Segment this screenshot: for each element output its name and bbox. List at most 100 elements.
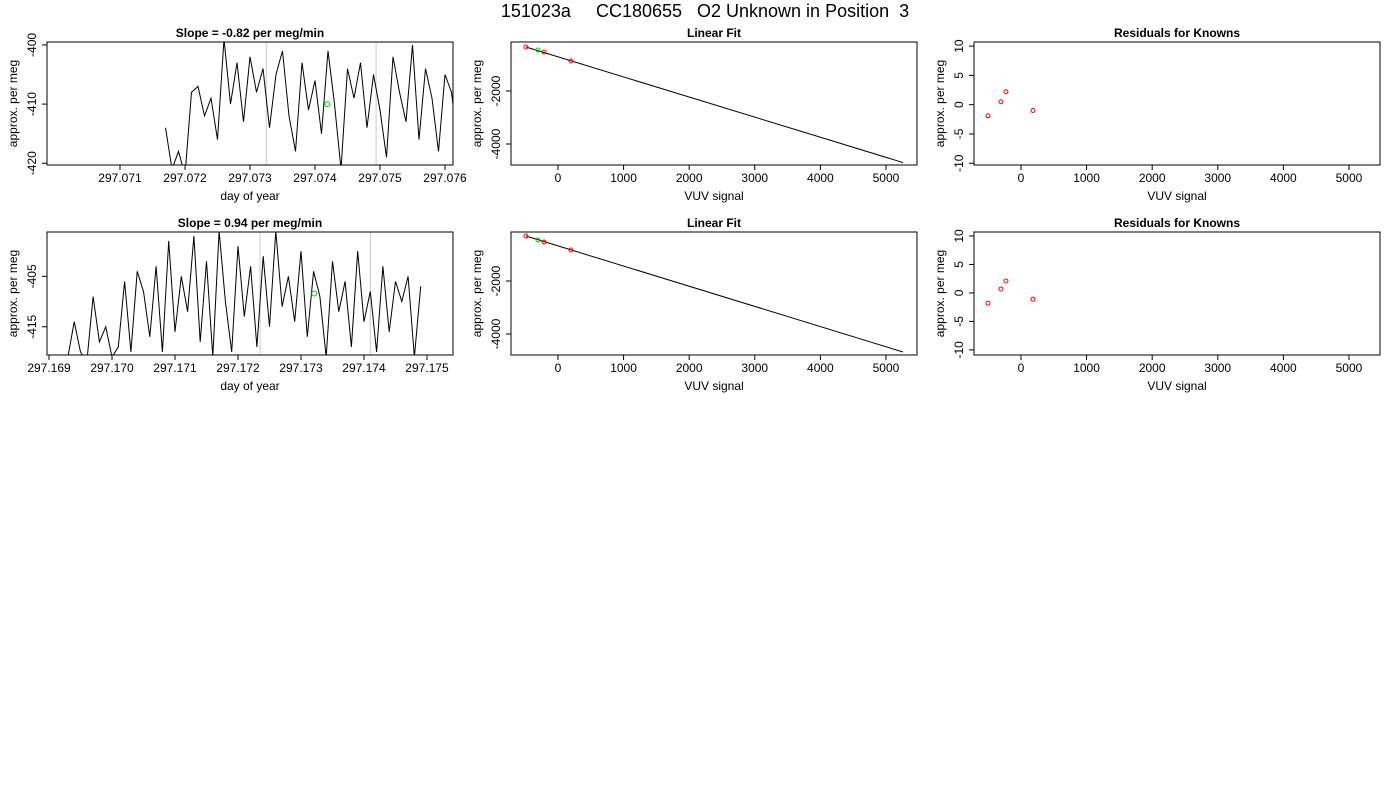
panel: Slope = -0.82 per meg/min day of year appr… bbox=[6, 26, 467, 203]
panel: Linear Fit VUV signal approx. per meg 0 1000… bbox=[470, 26, 918, 203]
x-tick-label: 0 bbox=[1018, 171, 1025, 185]
x-tick-label: 3000 bbox=[741, 361, 768, 375]
y-tick-label: -10 bbox=[952, 154, 966, 172]
x-tick-label: 2000 bbox=[676, 171, 703, 185]
x-axis-label: VUV signal bbox=[1147, 379, 1206, 393]
marker-point bbox=[324, 101, 331, 108]
data-point bbox=[535, 237, 541, 243]
x-tick-label: 5000 bbox=[873, 171, 900, 185]
x-tick-label: 2000 bbox=[1139, 171, 1166, 185]
x-tick-label: 5000 bbox=[1336, 361, 1363, 375]
x-tick-label: 3000 bbox=[741, 171, 768, 185]
panel-title: Residuals for Knowns bbox=[1114, 216, 1240, 230]
x-tick-label: 297.072 bbox=[163, 171, 207, 185]
plot-frame bbox=[973, 231, 1381, 356]
x-tick-label: 4000 bbox=[1270, 361, 1297, 375]
data-point bbox=[541, 49, 547, 55]
y-tick-label: 10 bbox=[952, 39, 966, 53]
fit-line bbox=[525, 235, 904, 353]
y-axis-label: approx. per meg bbox=[470, 60, 484, 147]
y-axis-label: approx. per meg bbox=[470, 250, 484, 337]
x-tick-label: 1000 bbox=[610, 361, 637, 375]
data-point bbox=[568, 247, 574, 253]
y-tick-label: -2000 bbox=[489, 265, 503, 296]
y-tick-label: -4000 bbox=[489, 128, 503, 159]
panel-title: Linear Fit bbox=[687, 216, 741, 230]
x-tick-label: 1000 bbox=[610, 171, 637, 185]
x-tick-label: 297.075 bbox=[358, 171, 402, 185]
x-tick-label: 4000 bbox=[807, 171, 834, 185]
y-tick-label: -400 bbox=[25, 33, 39, 57]
x-tick-label: 5000 bbox=[873, 361, 900, 375]
plot-area bbox=[985, 89, 1036, 119]
x-tick-label: 297.172 bbox=[216, 361, 260, 375]
y-tick-label: -415 bbox=[25, 314, 39, 338]
y-tick-label: -10 bbox=[952, 341, 966, 359]
x-tick-label: 3000 bbox=[1204, 171, 1231, 185]
trace-line bbox=[165, 42, 453, 165]
trace-line bbox=[67, 232, 422, 355]
x-tick-label: 4000 bbox=[807, 361, 834, 375]
x-tick-label: 3000 bbox=[1204, 361, 1231, 375]
y-tick-label: -2000 bbox=[489, 75, 503, 106]
x-tick-label: 297.171 bbox=[153, 361, 197, 375]
y-axis-label: approx. per meg bbox=[933, 250, 947, 337]
x-tick-label: 5000 bbox=[1336, 171, 1363, 185]
y-tick-label: 0 bbox=[952, 289, 966, 296]
x-tick-label: 297.173 bbox=[279, 361, 323, 375]
y-tick-label: -420 bbox=[25, 151, 39, 175]
y-tick-label: -4000 bbox=[489, 318, 503, 349]
main-title: 151023a CC180655 O2 Unknown in Position … bbox=[501, 1, 909, 21]
data-point bbox=[568, 58, 574, 64]
plot-frame bbox=[46, 41, 454, 166]
x-axis-label: day of year bbox=[220, 189, 279, 203]
y-axis-label: approx. per meg bbox=[6, 250, 20, 337]
data-point bbox=[541, 239, 547, 245]
x-tick-label: 0 bbox=[555, 171, 562, 185]
plot-frame bbox=[510, 41, 918, 166]
x-axis-label: VUV signal bbox=[1147, 189, 1206, 203]
y-tick-label: -405 bbox=[25, 264, 39, 288]
data-point bbox=[1030, 108, 1036, 114]
x-axis-label: day of year bbox=[220, 379, 279, 393]
panel-title: Slope = -0.82 per meg/min bbox=[176, 26, 324, 40]
x-tick-label: 2000 bbox=[1139, 361, 1166, 375]
x-tick-label: 1000 bbox=[1073, 361, 1100, 375]
x-tick-label: 4000 bbox=[1270, 171, 1297, 185]
plot-area bbox=[523, 44, 904, 164]
data-point bbox=[523, 233, 529, 239]
panel: Linear Fit VUV signal approx. per meg 0 1000… bbox=[470, 216, 918, 393]
data-point bbox=[985, 113, 991, 119]
plot-frame bbox=[973, 41, 1381, 166]
x-tick-label: 297.175 bbox=[405, 361, 449, 375]
x-tick-label: 297.170 bbox=[90, 361, 134, 375]
plot-frame bbox=[46, 231, 454, 356]
y-tick-label: 5 bbox=[952, 261, 966, 268]
marker-point bbox=[311, 290, 318, 297]
x-tick-label: 297.074 bbox=[293, 171, 337, 185]
panel-title: Residuals for Knowns bbox=[1114, 26, 1240, 40]
panel-title: Linear Fit bbox=[687, 26, 741, 40]
panel: Slope = 0.94 per meg/min day of year appro… bbox=[6, 216, 454, 393]
panel: Residuals for Knowns VUV signal approx. pe… bbox=[933, 26, 1381, 203]
x-tick-label: 297.076 bbox=[423, 171, 467, 185]
plot-area bbox=[523, 233, 904, 353]
x-tick-label: 297.073 bbox=[228, 171, 272, 185]
x-axis-label: VUV signal bbox=[684, 189, 743, 203]
x-tick-label: 0 bbox=[555, 361, 562, 375]
x-axis-label: VUV signal bbox=[684, 379, 743, 393]
data-point bbox=[1003, 278, 1009, 284]
x-tick-label: 0 bbox=[1018, 361, 1025, 375]
data-point bbox=[985, 300, 991, 306]
x-tick-label: 297.169 bbox=[27, 361, 71, 375]
x-tick-label: 2000 bbox=[676, 361, 703, 375]
x-tick-label: 297.071 bbox=[98, 171, 142, 185]
plot-frame bbox=[510, 231, 918, 356]
plot-area bbox=[165, 42, 453, 165]
y-tick-label: 0 bbox=[952, 101, 966, 108]
y-tick-label: -5 bbox=[952, 316, 966, 327]
fit-line bbox=[525, 46, 904, 164]
x-tick-label: 297.174 bbox=[342, 361, 386, 375]
data-point bbox=[1030, 296, 1036, 302]
